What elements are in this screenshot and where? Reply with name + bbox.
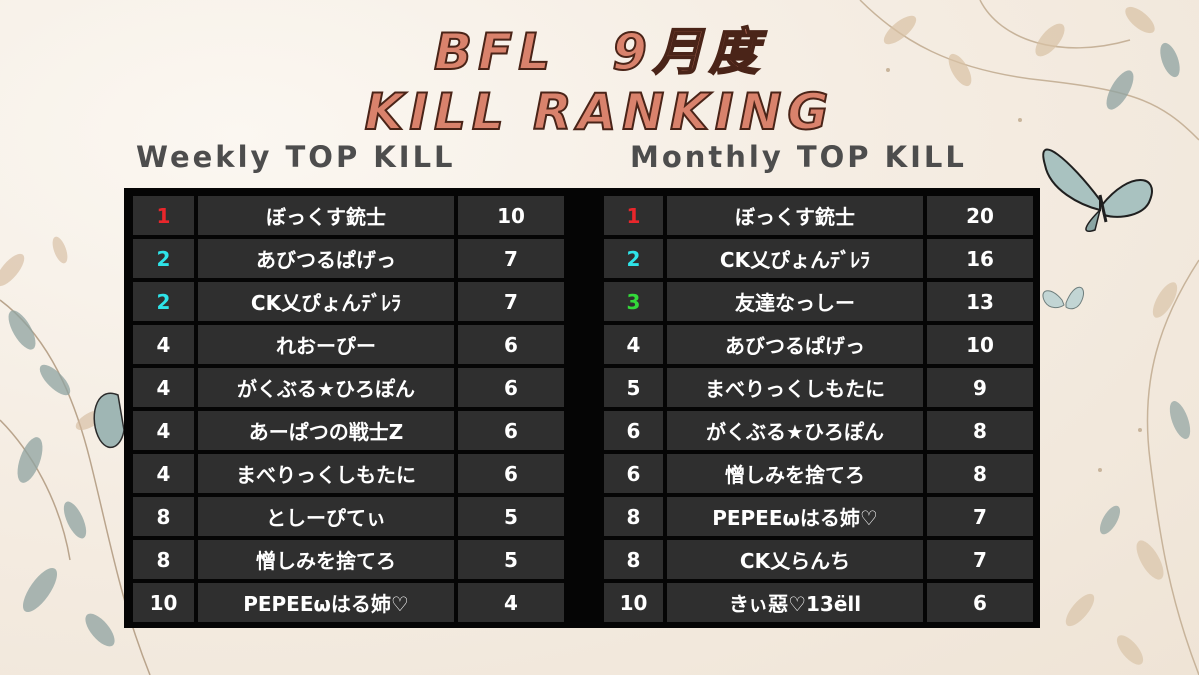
kill-count-cell: 6 xyxy=(458,325,564,364)
kill-count-cell: 7 xyxy=(458,282,564,321)
table-row: 2 あびつるぱげっ 7 xyxy=(133,239,564,278)
player-name-cell: としーぴてぃ xyxy=(198,497,454,536)
player-name-cell: 憎しみを捨てろ xyxy=(198,540,454,579)
kill-count-cell: 8 xyxy=(927,411,1033,450)
table-row: 3 友達なっしー 13 xyxy=(604,282,1033,321)
table-row: 4 あーぱつの戦士Z 6 xyxy=(133,411,564,450)
player-name-cell: ぼっくす銃士 xyxy=(198,196,454,235)
table-row: 8 憎しみを捨てろ 5 xyxy=(133,540,564,579)
monthly-ranking-table: 1 ぼっくす銃士 20 2 CK乂ぴょんﾃﾞﾚﾗ 16 3 友達なっしー 1 3 … xyxy=(604,196,1033,626)
rank-cell: 8 xyxy=(133,497,194,536)
table-row: 4 まべりっくしもたに 6 xyxy=(133,454,564,493)
kill-count-cell: 4 xyxy=(458,583,564,622)
kill-count-cell: 5 xyxy=(458,497,564,536)
table-row: 4 れおーぴー 6 xyxy=(133,325,564,364)
kill-count-cell: 6 xyxy=(927,583,1033,622)
player-name-cell: あびつるぱげっ xyxy=(667,325,923,364)
player-name-cell: れおーぴー xyxy=(198,325,454,364)
rank-cell: 4 xyxy=(604,325,663,364)
table-row: 2 CK乂ぴょんﾃﾞﾚﾗ 7 xyxy=(133,282,564,321)
rank-cell: 8 xyxy=(604,497,663,536)
table-row: 6 がくぶる★ひろぽん 8 xyxy=(604,411,1033,450)
kill-count-cell: 6 xyxy=(458,368,564,407)
kill-count-cell: 10 xyxy=(927,325,1033,364)
kill-count-cell: 16 xyxy=(927,239,1033,278)
page-title-line-2: KILL RANKING xyxy=(364,82,835,142)
player-name-cell: がくぶる★ひろぽん xyxy=(198,368,454,407)
table-row: 2 CK乂ぴょんﾃﾞﾚﾗ 16 xyxy=(604,239,1033,278)
rank-cell: 4 xyxy=(133,411,194,450)
kill-count-cell: 6 xyxy=(458,411,564,450)
rank-cell: 6 xyxy=(604,454,663,493)
rank-cell: 3 xyxy=(604,282,663,321)
rank-cell: 4 xyxy=(133,368,194,407)
rank-cell: 8 xyxy=(604,540,663,579)
kill-count-cell: 20 xyxy=(927,196,1033,235)
table-row: 8 としーぴてぃ 5 xyxy=(133,497,564,536)
player-name-cell: PEPEEωはる姉♡ xyxy=(667,497,923,536)
table-row: 1 ぼっくす銃士 20 xyxy=(604,196,1033,235)
rank-cell: 4 xyxy=(133,454,194,493)
rank-cell: 1 xyxy=(133,196,194,235)
kill-count-cell: 6 xyxy=(458,454,564,493)
player-name-cell: あびつるぱげっ xyxy=(198,239,454,278)
kill-count-cell: 13 xyxy=(927,282,1033,321)
table-row: 10 きぃ惡♡13ëll 6 xyxy=(604,583,1033,622)
rank-cell: 10 xyxy=(133,583,194,622)
table-row: 5 まべりっくしもたに 9 xyxy=(604,368,1033,407)
table-row: 4 がくぶる★ひろぽん 6 xyxy=(133,368,564,407)
kill-count-cell: 8 xyxy=(927,454,1033,493)
kill-count-cell: 7 xyxy=(927,540,1033,579)
player-name-cell: まべりっくしもたに xyxy=(198,454,454,493)
player-name-cell: 憎しみを捨てろ xyxy=(667,454,923,493)
player-name-cell: CK乂らんち xyxy=(667,540,923,579)
table-row: 10 PEPEEωはる姉♡ 4 xyxy=(133,583,564,622)
table-row: 8 PEPEEωはる姉♡ 7 xyxy=(604,497,1033,536)
table-row: 4 あびつるぱげっ 10 xyxy=(604,325,1033,364)
player-name-cell: CK乂ぴょんﾃﾞﾚﾗ xyxy=(198,282,454,321)
rank-cell: 10 xyxy=(604,583,663,622)
rank-cell: 2 xyxy=(133,239,194,278)
kill-count-cell: 7 xyxy=(927,497,1033,536)
table-row: 6 憎しみを捨てろ 8 xyxy=(604,454,1033,493)
rank-cell: 8 xyxy=(133,540,194,579)
player-name-cell: がくぶる★ひろぽん xyxy=(667,411,923,450)
rank-cell: 2 xyxy=(604,239,663,278)
rank-cell: 4 xyxy=(133,325,194,364)
rank-cell: 5 xyxy=(604,368,663,407)
player-name-cell: CK乂ぴょんﾃﾞﾚﾗ xyxy=(667,239,923,278)
player-name-cell: 友達なっしー xyxy=(667,282,923,321)
rank-cell: 1 xyxy=(604,196,663,235)
player-name-cell: ぼっくす銃士 xyxy=(667,196,923,235)
player-name-cell: PEPEEωはる姉♡ xyxy=(198,583,454,622)
kill-count-cell: 5 xyxy=(458,540,564,579)
weekly-ranking-table: 1 ぼっくす銃士 10 2 あびつるぱげっ 7 2 CK乂ぴょんﾃﾞﾚﾗ 7 4… xyxy=(133,196,564,626)
table-row: 8 CK乂らんち 7 xyxy=(604,540,1033,579)
player-name-cell: まべりっくしもたに xyxy=(667,368,923,407)
monthly-heading: Monthly TOP KILL xyxy=(630,140,967,174)
kill-count-cell: 9 xyxy=(927,368,1033,407)
kill-count-cell: 10 xyxy=(458,196,564,235)
page-title-line-1: BFL 9月度 xyxy=(433,22,765,82)
weekly-heading: Weekly TOP KILL xyxy=(136,140,456,174)
rank-cell: 2 xyxy=(133,282,194,321)
kill-count-cell: 7 xyxy=(458,239,564,278)
player-name-cell: きぃ惡♡13ëll xyxy=(667,583,923,622)
rank-cell: 6 xyxy=(604,411,663,450)
player-name-cell: あーぱつの戦士Z xyxy=(198,411,454,450)
table-row: 1 ぼっくす銃士 10 xyxy=(133,196,564,235)
